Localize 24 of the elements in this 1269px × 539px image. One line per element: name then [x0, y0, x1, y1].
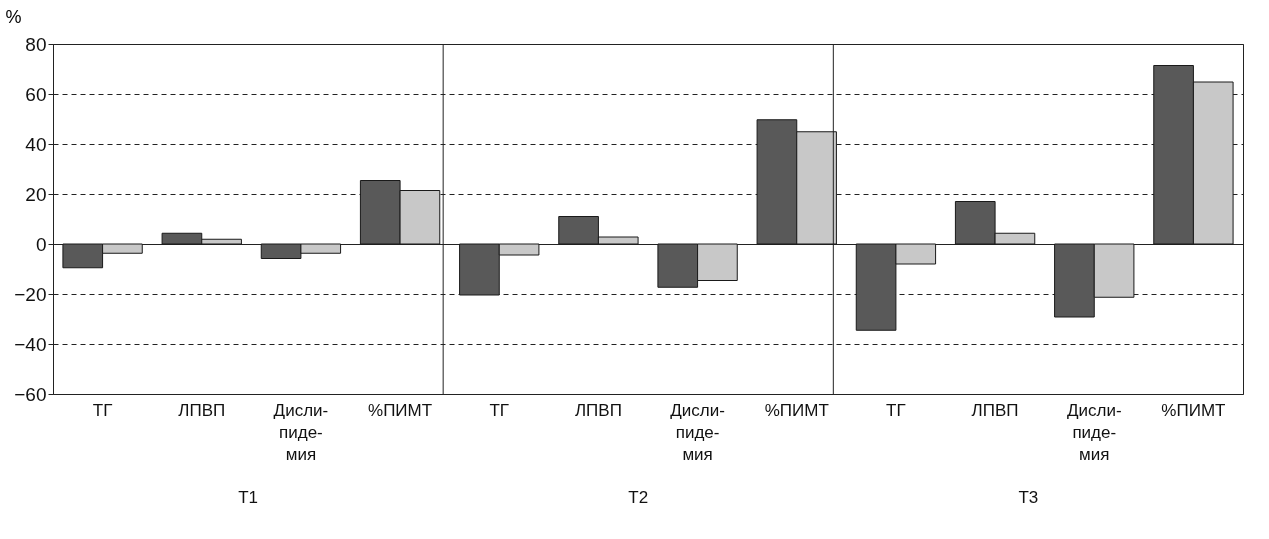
x-tick-label: ТГ [886, 400, 906, 420]
y-tick-label: 20 [25, 183, 47, 205]
x-tick-label: ТГ [489, 400, 510, 420]
x-tick-label: ЛПВП [178, 400, 226, 420]
y-tick-label: 80 [25, 33, 47, 55]
x-tick-label: Дисли- пиде- мия [670, 400, 725, 464]
y-tick-label: −20 [14, 283, 47, 305]
x-tick-label: ЛПВП [971, 400, 1019, 420]
text: T2 [628, 488, 649, 507]
x-tick-label: ТГ [92, 400, 113, 420]
y-tick-label: 60 [25, 83, 47, 105]
x-tick-label: Дисли- пиде- мия [1066, 400, 1122, 464]
y-tick-label: 0 [35, 233, 47, 255]
text: T3 [1018, 488, 1039, 507]
x-tick-label: Дисли- пиде- мия [273, 400, 329, 464]
x-tick-label: %ПИМТ [764, 400, 829, 420]
x-tick-label: %ПИМТ [368, 400, 433, 420]
x-tick-label: ЛПВП [574, 400, 622, 420]
y-tick-label: −40 [14, 333, 47, 355]
text: T1 [238, 488, 258, 507]
x-tick-label: %ПИМТ [1161, 400, 1226, 420]
y-tick-label: 40 [25, 133, 47, 155]
y-axis-title: % [5, 6, 22, 27]
y-tick-label: −60 [14, 383, 47, 405]
